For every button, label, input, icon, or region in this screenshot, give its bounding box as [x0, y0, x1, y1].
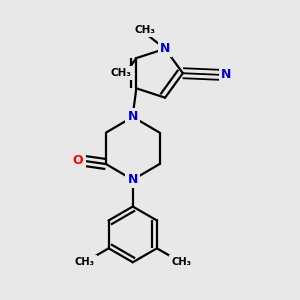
- Text: CH₃: CH₃: [171, 257, 191, 267]
- Text: N: N: [128, 110, 138, 123]
- Text: O: O: [73, 154, 83, 167]
- Text: N: N: [160, 42, 170, 55]
- Text: CH₃: CH₃: [74, 257, 94, 267]
- Text: CH₃: CH₃: [135, 25, 156, 35]
- Text: N: N: [221, 68, 231, 82]
- Text: CH₃: CH₃: [110, 68, 131, 78]
- Text: N: N: [128, 173, 138, 186]
